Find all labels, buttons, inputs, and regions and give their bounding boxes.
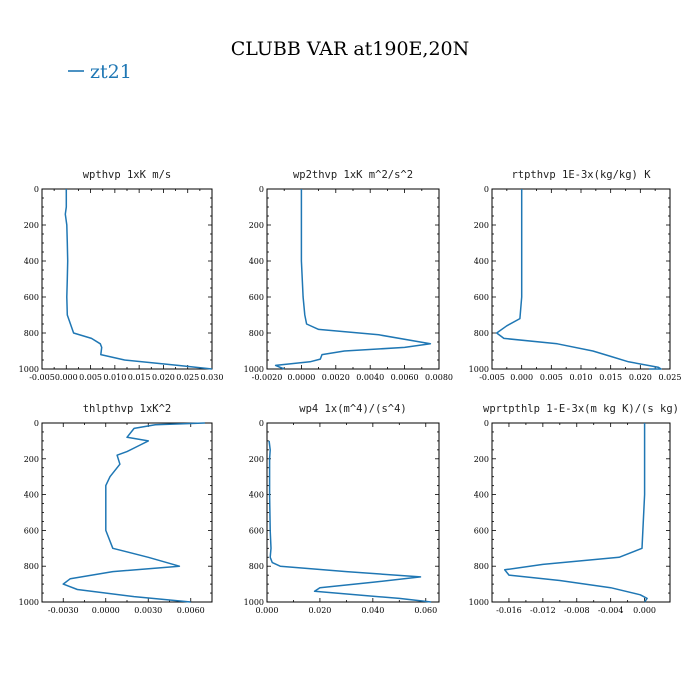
plot-frame [41,422,213,603]
y-tick-label: 0 [34,419,39,428]
y-tick-label: 800 [249,562,264,571]
x-tick-label: 0.000 [633,606,656,615]
y-tick-label: 600 [474,293,489,302]
panel-title: thlpthvp 1xK^2 [83,403,172,415]
x-tick-label: 0.0060 [177,606,205,615]
x-tick-label: 0.0000 [92,606,120,615]
x-tick-label: 0.005 [79,373,102,382]
x-tick-label: 0.010 [103,373,126,382]
y-tick-label: 1000 [244,598,264,607]
y-tick-label: 1000 [19,598,39,607]
legend: zt21 [68,61,132,83]
x-tick-label: 0.0080 [425,373,453,382]
x-tick-label: 0.025 [176,373,199,382]
x-tick-label: -0.012 [530,606,556,615]
panel-3: rtpthvp 1E-3x(kg/kg) K -0.005 0.000 0.005 0.… [469,169,682,382]
y-tick-label: 600 [24,293,39,302]
x-tick-label: 0.0030 [134,606,162,615]
x-tick-label: -0.0020 [252,373,283,382]
y-tick-label: 1000 [469,365,489,374]
x-tick-label: 0.015 [599,373,622,382]
y-tick-label: 0 [34,185,39,194]
y-tick-label: 600 [474,526,489,535]
x-tick-label: 0.020 [629,373,652,382]
x-tick-label: 0.020 [152,373,175,382]
y-tick-label: 800 [474,329,489,338]
x-tick-label: -0.005 [479,373,505,382]
panel-6: wprtpthlp 1-E-3x(m kg K)/(s kg) -0.016 -0.… [469,403,679,615]
panel-title: wpthvp 1xK m/s [83,169,172,181]
x-tick-label: 0.005 [540,373,563,382]
y-tick-label: 0 [259,419,264,428]
y-tick-label: 400 [249,491,264,500]
y-tick-label: 600 [249,526,264,535]
x-tick-label: 0.000 [55,373,78,382]
y-tick-label: 400 [249,257,264,266]
y-tick-label: 400 [474,491,489,500]
panel-2: wp2thvp 1xK m^2/s^2 -0.0020 0.0000 0.0020 0.… [244,169,453,382]
y-tick-label: 0 [484,419,489,428]
y-tick-label: 600 [24,526,39,535]
x-tick-label: 0.025 [659,373,682,382]
series-line-zt21 [268,440,432,603]
series-line-zt21 [64,189,213,370]
x-tick-label: 0.060 [414,606,437,615]
x-tick-label: -0.005 [29,373,55,382]
series-line-zt21 [503,423,648,603]
panel-4: thlpthvp 1xK^2 -0.0030 0.0000 0.0030 0.0060 0… [19,403,213,615]
x-tick-label: 0.0000 [287,373,315,382]
panel-title: rtpthvp 1E-3x(kg/kg) K [511,169,651,181]
plot-frame [266,422,440,603]
y-tick-label: 200 [24,455,39,464]
y-tick-label: 200 [474,221,489,230]
x-tick-label: 0.000 [256,606,279,615]
series-line-zt21 [62,422,205,603]
panel-title: wp4 1x(m^4)/(s^4) [299,403,406,415]
y-tick-label: 800 [24,329,39,338]
y-tick-label: 400 [24,491,39,500]
y-tick-label: 200 [249,221,264,230]
y-tick-label: 0 [259,185,264,194]
x-tick-label: 0.0020 [322,373,350,382]
y-tick-label: 800 [249,329,264,338]
y-tick-label: 600 [249,293,264,302]
x-tick-label: 0.0060 [391,373,419,382]
y-tick-label: 1000 [19,365,39,374]
x-tick-label: 0.030 [201,373,224,382]
y-tick-label: 200 [24,221,39,230]
y-tick-label: 0 [484,185,489,194]
legend-label-zt21: zt21 [90,61,132,83]
x-tick-label: 0.020 [308,606,331,615]
x-tick-label: 0.010 [570,373,593,382]
y-tick-label: 1000 [469,598,489,607]
panel-title: wp2thvp 1xK m^2/s^2 [293,169,413,181]
x-tick-label: -0.008 [564,606,590,615]
x-tick-label: -0.016 [496,606,522,615]
panel-5: wp4 1x(m^4)/(s^4) 0.000 0.020 0.040 0.060 0 20… [244,403,440,615]
y-tick-label: 1000 [244,365,264,374]
series-line-zt21 [495,189,662,370]
series-line-zt21 [274,189,432,370]
figure-title: CLUBB VAR at190E,20N [231,38,470,60]
y-tick-label: 400 [24,257,39,266]
plot-frame [491,188,671,370]
x-tick-label: 0.040 [361,606,384,615]
x-tick-label: 0.015 [128,373,151,382]
y-tick-label: 200 [474,455,489,464]
y-tick-label: 200 [249,455,264,464]
plot-frame [266,188,440,370]
x-tick-label: 0.0040 [356,373,384,382]
panel-title: wprtpthlp 1-E-3x(m kg K)/(s kg) [483,403,679,415]
y-tick-label: 800 [24,562,39,571]
x-tick-label: -0.0030 [48,606,79,615]
x-tick-label: 0.000 [510,373,533,382]
panel-1: wpthvp 1xK m/s -0.005 0.000 0.005 0.010 0.015… [19,169,224,382]
panels: wpthvp 1xK m/s-0.005 0.000 0.005 0.010 0.015… [19,169,682,615]
y-tick-label: 400 [474,257,489,266]
x-tick-label: -0.004 [598,606,624,615]
y-tick-label: 800 [474,562,489,571]
